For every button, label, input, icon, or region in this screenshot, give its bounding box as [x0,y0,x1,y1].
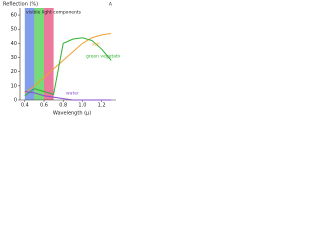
x-tick-label: 1.0 [78,103,86,109]
chart: Reflection (%) Wavelength (μ) 0 10 20 30 40 5… [0,0,120,120]
band [24,8,35,100]
band [44,8,54,100]
y-tick-label: 60 [11,13,17,19]
series-line [24,37,112,97]
series-line [24,32,112,94]
series-label: water [66,91,79,97]
series-label: soil [92,42,100,48]
annotation: visible light components [26,10,82,16]
y-tick-label: 30 [11,55,17,61]
x-tick-label: 0.6 [40,103,48,109]
y-axis-label: Reflection (%) [3,2,38,8]
y-tick-label: 50 [11,27,17,33]
x-tick-label: 1.2 [98,103,106,109]
y-tick-label: 20 [11,69,17,75]
band [34,8,44,100]
y-tick-label: 40 [11,41,17,47]
series-line [24,91,112,101]
x-tick-label: 0.4 [21,103,29,109]
x-tick-label: 0.8 [59,103,67,109]
series-label: green vegetation [86,54,120,60]
y-tick-label: 0 [14,98,17,104]
annotation: A [109,2,113,8]
y-tick-label: 10 [11,83,17,89]
page: {"chart_data": {"type": "line", "y_label… [0,0,120,120]
x-axis-label: Wavelength (μ) [53,111,91,117]
